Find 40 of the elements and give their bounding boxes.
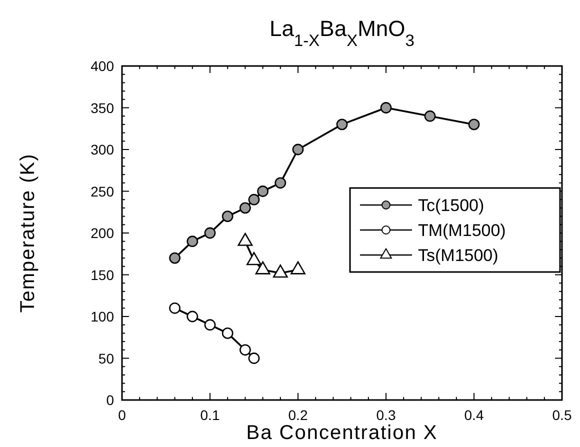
legend-label: TM(M1500) (418, 221, 506, 240)
x-tick-label: 0.3 (376, 407, 396, 423)
y-tick-label: 350 (90, 100, 114, 116)
y-tick-label: 250 (90, 183, 114, 200)
point (380, 102, 392, 114)
legend-label: Ts(M1500) (418, 246, 498, 265)
y-axis-title: Temperature (K) (17, 153, 39, 313)
point (169, 302, 180, 314)
x-axis-title: Ba Concentration X (246, 422, 438, 444)
y-tick-label: 150 (90, 266, 114, 283)
y-tick-label: 0 (106, 392, 114, 408)
x-tick-label: 0.2 (288, 407, 308, 423)
point (169, 252, 180, 264)
point (257, 186, 268, 197)
point (186, 236, 198, 248)
point (274, 177, 286, 189)
point (240, 202, 251, 214)
point (222, 328, 234, 339)
x-tick-label: 0.1 (200, 407, 220, 423)
point (222, 210, 234, 222)
y-tick-label: 400 (90, 58, 114, 74)
chart-title: La$_{1-X}$Ba$_{X}$MnO$_{3}$ (270, 16, 414, 50)
point (186, 310, 198, 322)
point (336, 118, 348, 130)
x-tick-label: 0.4 (464, 407, 484, 423)
y-tick-label: 50 (98, 350, 114, 366)
y-tick-label: 200 (90, 225, 114, 241)
x-tick-label: 0 (118, 407, 126, 423)
point (204, 227, 216, 239)
y-tick-label: 100 (90, 308, 114, 324)
point (240, 344, 251, 356)
y-tick-label: 300 (90, 142, 114, 158)
point (204, 319, 216, 331)
point (468, 118, 480, 130)
point (248, 352, 260, 364)
x-tick-label: 0.5 (552, 407, 572, 423)
point (292, 144, 304, 156)
point (424, 110, 436, 122)
legend-label: Tc(1500) (418, 196, 484, 215)
point (248, 194, 260, 206)
